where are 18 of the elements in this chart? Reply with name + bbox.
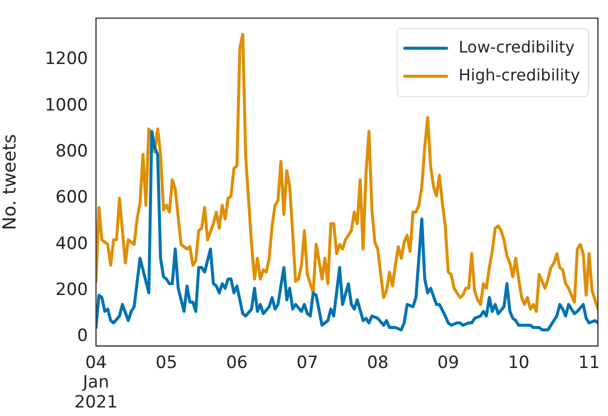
x-tick-label: 10 xyxy=(508,353,530,374)
y-tick-label: 400 xyxy=(56,234,88,254)
x-tick-label: 05 xyxy=(156,353,178,374)
y-tick-label: 200 xyxy=(56,280,88,300)
y-tick-label: 800 xyxy=(56,142,88,162)
x-tick-label: 09 xyxy=(437,353,460,374)
y-tick-label: 600 xyxy=(56,188,88,208)
y-tick-label: 1000 xyxy=(44,95,88,116)
x-tick-label: 04 Jan 2021 xyxy=(74,353,118,412)
x-tick-label: 08 xyxy=(366,353,389,374)
legend-label: High-credibility xyxy=(458,65,580,84)
x-tick-label: 11 xyxy=(578,353,600,374)
x-tick-label: 07 xyxy=(296,353,318,374)
x-tick-label: 06 xyxy=(226,353,248,374)
y-tick-label: 1200 xyxy=(44,49,88,70)
legend-label: Low-credibility xyxy=(458,37,575,56)
y-axis-title: No. tweets xyxy=(0,134,20,230)
y-tick-label: 0 xyxy=(77,326,88,346)
